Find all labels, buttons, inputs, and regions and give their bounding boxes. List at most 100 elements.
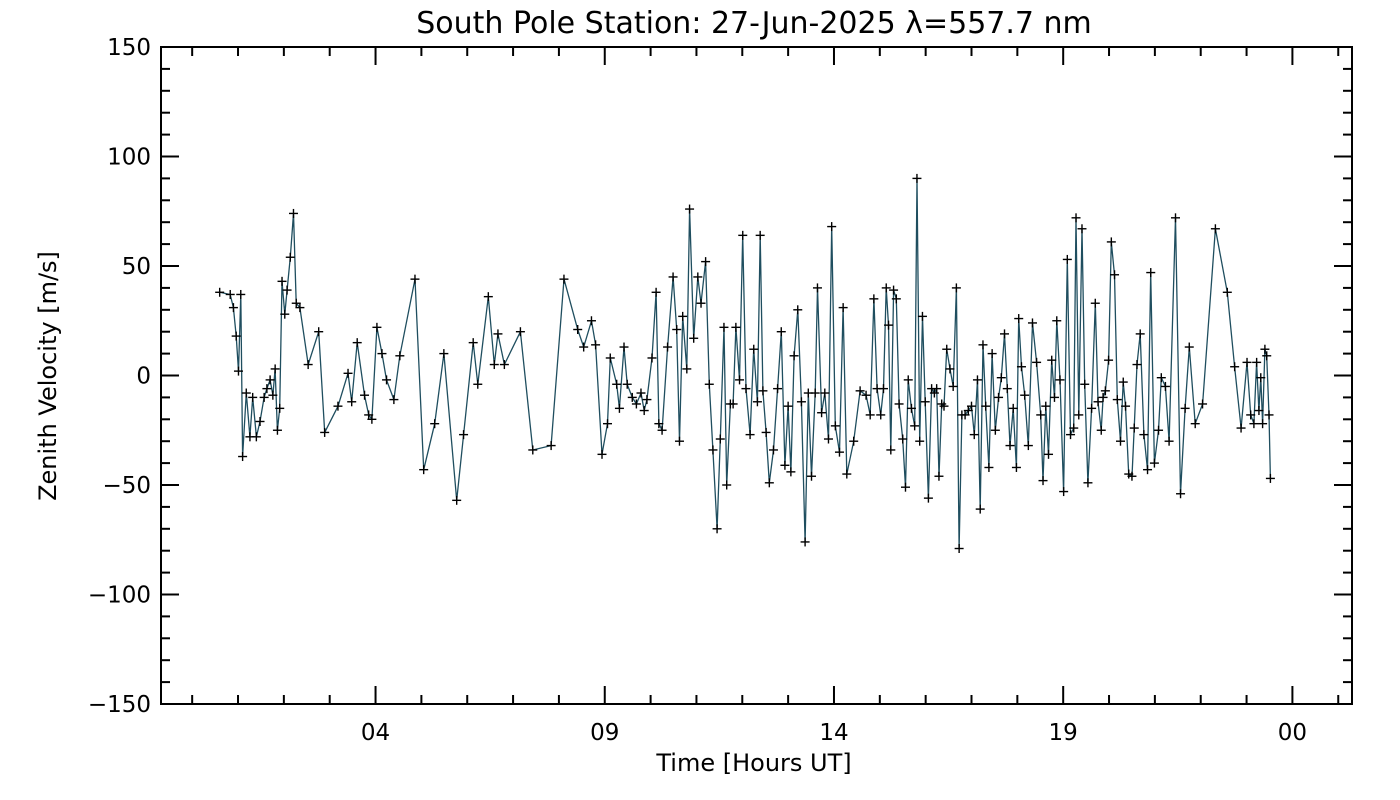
data-point bbox=[238, 452, 248, 462]
data-point bbox=[1132, 360, 1142, 370]
data-point bbox=[932, 384, 942, 394]
data-point bbox=[972, 375, 982, 385]
data-point bbox=[1049, 392, 1059, 402]
data-point bbox=[869, 294, 879, 304]
data-point bbox=[603, 419, 613, 429]
data-point bbox=[969, 430, 979, 440]
data-point bbox=[975, 504, 985, 514]
data-point bbox=[439, 349, 449, 359]
data-point bbox=[923, 493, 933, 503]
data-point bbox=[1252, 357, 1262, 367]
data-point bbox=[678, 311, 688, 321]
data-point bbox=[738, 230, 748, 240]
data-point bbox=[1016, 362, 1026, 372]
data-point bbox=[1074, 410, 1084, 420]
data-point bbox=[1005, 441, 1015, 451]
data-point bbox=[1098, 392, 1108, 402]
data-point bbox=[1000, 329, 1010, 339]
plot-area bbox=[160, 46, 1353, 705]
data-point bbox=[1093, 397, 1103, 407]
data-point bbox=[1154, 425, 1164, 435]
data-point bbox=[939, 401, 949, 411]
data-point bbox=[360, 390, 370, 400]
data-point bbox=[755, 230, 765, 240]
data-point bbox=[749, 344, 759, 354]
data-point bbox=[295, 303, 305, 313]
data-point bbox=[994, 392, 1004, 402]
data-markers bbox=[215, 173, 1275, 554]
y-tick-label: 50 bbox=[122, 254, 151, 280]
data-point bbox=[265, 375, 275, 385]
data-point bbox=[889, 285, 899, 295]
data-point bbox=[605, 353, 615, 363]
data-point bbox=[764, 478, 774, 488]
data-point bbox=[712, 524, 722, 534]
data-point bbox=[1171, 213, 1181, 223]
data-point bbox=[981, 401, 991, 411]
data-point bbox=[1176, 489, 1186, 499]
y-tick-label: 150 bbox=[107, 35, 151, 61]
data-point bbox=[255, 416, 265, 426]
data-point bbox=[1041, 401, 1051, 411]
data-point bbox=[1184, 342, 1194, 352]
data-point bbox=[1104, 355, 1114, 365]
data-point bbox=[248, 392, 258, 402]
data-point bbox=[865, 410, 875, 420]
data-point bbox=[668, 272, 678, 282]
data-point bbox=[314, 327, 324, 337]
data-point bbox=[894, 399, 904, 409]
data-point bbox=[1149, 458, 1159, 468]
data-point bbox=[1242, 357, 1252, 367]
data-point bbox=[878, 384, 888, 394]
data-point bbox=[612, 379, 622, 389]
data-point bbox=[937, 399, 947, 409]
data-point bbox=[881, 283, 891, 293]
data-point bbox=[1083, 478, 1093, 488]
y-tick-label: −100 bbox=[88, 583, 151, 609]
data-point bbox=[708, 445, 718, 455]
data-point bbox=[793, 305, 803, 315]
data-point bbox=[1020, 390, 1030, 400]
data-point bbox=[236, 289, 246, 299]
data-point bbox=[1164, 436, 1174, 446]
data-point bbox=[1156, 373, 1166, 383]
data-point bbox=[920, 397, 930, 407]
data-point bbox=[758, 386, 768, 396]
data-point bbox=[849, 436, 859, 446]
data-point bbox=[651, 287, 661, 297]
data-point bbox=[233, 366, 243, 376]
data-point bbox=[876, 410, 886, 420]
data-point bbox=[838, 303, 848, 313]
data-point bbox=[1059, 487, 1069, 497]
data-point bbox=[693, 272, 703, 282]
data-point bbox=[783, 401, 793, 411]
data-point bbox=[1139, 430, 1149, 440]
data-point bbox=[954, 544, 964, 554]
y-axis-label: Zenith Velocity [m/s] bbox=[34, 251, 62, 501]
data-point bbox=[810, 388, 820, 398]
plot-frame bbox=[160, 46, 1353, 705]
data-point bbox=[410, 274, 420, 284]
x-tick-label: 09 bbox=[590, 720, 619, 746]
data-point bbox=[780, 460, 790, 470]
data-point bbox=[948, 381, 958, 391]
data-point bbox=[906, 403, 916, 413]
data-point bbox=[268, 390, 278, 400]
data-point bbox=[231, 331, 241, 341]
data-point bbox=[830, 421, 840, 431]
data-point bbox=[789, 351, 799, 361]
data-point bbox=[1246, 410, 1256, 420]
data-point bbox=[741, 384, 751, 394]
data-point bbox=[827, 222, 837, 232]
data-point bbox=[1265, 473, 1275, 483]
data-point bbox=[1198, 399, 1208, 409]
data-point bbox=[1180, 403, 1190, 413]
data-point bbox=[367, 414, 377, 424]
data-point bbox=[820, 388, 830, 398]
data-point bbox=[1112, 395, 1122, 405]
data-point bbox=[903, 375, 913, 385]
data-point bbox=[735, 375, 745, 385]
data-point bbox=[1106, 237, 1116, 247]
data-point bbox=[1260, 344, 1270, 354]
data-point bbox=[499, 360, 509, 370]
